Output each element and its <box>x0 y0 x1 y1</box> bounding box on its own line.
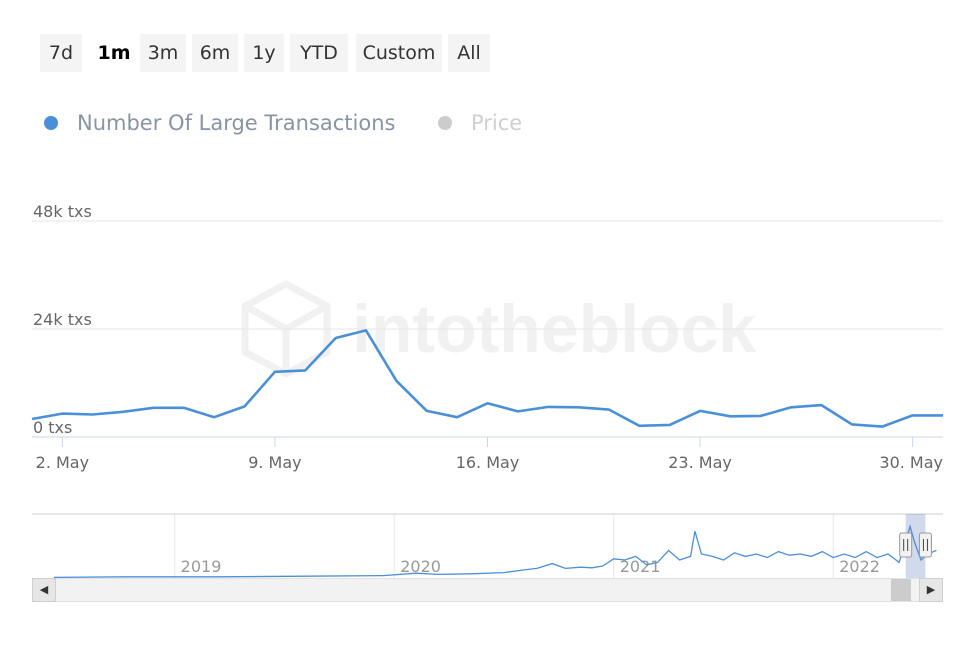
x-tick-label: 2. May <box>36 453 89 472</box>
legend-label: Price <box>471 111 523 135</box>
range-button-custom[interactable]: Custom <box>356 34 442 72</box>
legend-dot-icon <box>438 116 452 130</box>
navigator-year-label: 2020 <box>400 557 441 576</box>
x-tick-label: 9. May <box>248 453 301 472</box>
arrow-right-icon: ▶ <box>926 583 936 596</box>
y-grid <box>32 220 943 330</box>
x-tick-label: 16. May <box>456 453 520 472</box>
navigator-series-line <box>53 524 937 579</box>
x-axis: 2. May 9. May 16. May 23. May 30. May <box>36 437 943 472</box>
range-button-ytd[interactable]: YTD <box>290 34 348 72</box>
legend-dot-icon <box>44 116 58 130</box>
range-button-all[interactable]: All <box>448 34 490 72</box>
navigator-handles[interactable] <box>899 532 932 558</box>
navigator-grid: 2019 2020 2021 2022 <box>174 514 880 578</box>
scrollbar-thumb[interactable] <box>891 579 911 601</box>
navigator-handle[interactable] <box>899 532 913 558</box>
navigator[interactable]: 2019 2020 2021 2022 <box>32 513 943 579</box>
y-tick-label: 48k txs <box>33 202 92 221</box>
navigator-selection[interactable] <box>905 514 926 578</box>
navigator-handle[interactable] <box>918 532 932 558</box>
x-tick-label: 23. May <box>668 453 732 472</box>
series-line-large-transactions <box>31 329 943 428</box>
y-tick-label: 0 txs <box>33 418 72 437</box>
scrollbar-track[interactable] <box>32 578 943 602</box>
range-button-6m[interactable]: 6m <box>192 34 238 72</box>
y-axis: 0 txs 24k txs 48k txs <box>33 202 92 437</box>
range-button-1m[interactable]: 1m <box>91 34 137 72</box>
y-tick-label: 24k txs <box>33 310 92 329</box>
navigator-year-label: 2022 <box>839 557 880 576</box>
legend-label: Number Of Large Transactions <box>77 111 396 135</box>
scroll-right-button[interactable]: ▶ <box>919 578 943 602</box>
x-tick-label: 30. May <box>879 453 943 472</box>
range-button-7d[interactable]: 7d <box>40 34 82 72</box>
range-button-3m[interactable]: 3m <box>140 34 186 72</box>
scroll-left-button[interactable]: ◀ <box>32 578 56 602</box>
navigator-year-label: 2019 <box>181 557 222 576</box>
navigator-year-label: 2021 <box>620 557 661 576</box>
range-button-1y[interactable]: 1y <box>244 34 284 72</box>
arrow-left-icon: ◀ <box>39 583 49 596</box>
